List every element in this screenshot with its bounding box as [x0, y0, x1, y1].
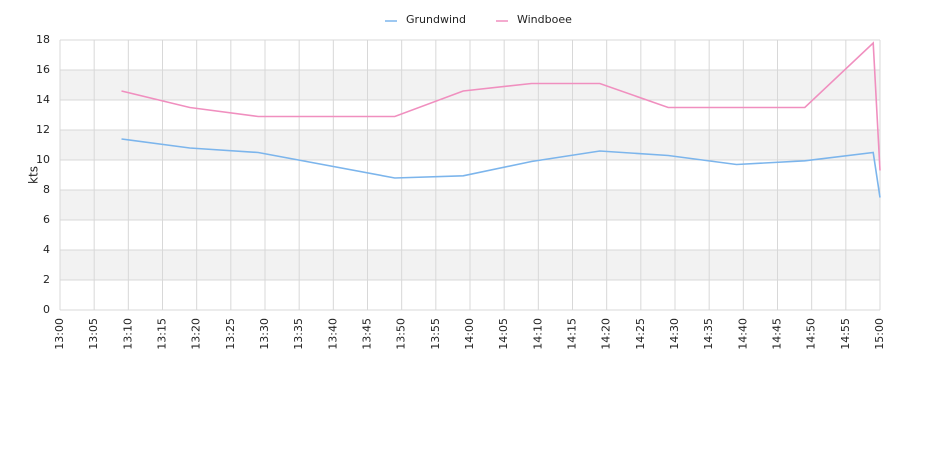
y-tick-label: 4 [43, 243, 50, 256]
x-tick-label: 14:50 [805, 318, 818, 350]
x-tick-label: 14:40 [736, 318, 749, 350]
x-tick-label: 13:50 [395, 318, 408, 350]
line [121, 138, 881, 198]
x-tick-label: 13:10 [121, 318, 134, 350]
x-tick-label: 15:00 [873, 318, 886, 350]
x-tick-label: 14:15 [566, 318, 579, 350]
x-tick-label: 14:05 [497, 318, 510, 350]
y-tick-label: 8 [43, 183, 50, 196]
y-tick-label: 0 [43, 303, 50, 316]
x-tick-label: 13:25 [224, 318, 237, 350]
x-tick-label: 13:45 [361, 318, 374, 350]
y-axis-label: kts [27, 166, 41, 184]
y-tick-label: 12 [36, 123, 50, 136]
x-tick-label: 13:00 [53, 318, 66, 350]
y-tick-label: 2 [43, 273, 50, 286]
x-tick-label: 14:55 [839, 318, 852, 350]
x-tick-label: 14:45 [771, 318, 784, 350]
x-tick-label: 14:20 [600, 318, 613, 350]
y-tick-label: 6 [43, 213, 50, 226]
y-tick-label: 18 [36, 33, 50, 46]
legend-label: Windboee [517, 13, 572, 26]
legend-label: Grundwind [406, 13, 466, 26]
x-tick-label: 13:40 [326, 318, 339, 350]
x-tick-label: 13:20 [190, 318, 203, 350]
x-tick-label: 14:35 [702, 318, 715, 350]
x-tick-label: 14:00 [463, 318, 476, 350]
line [121, 41, 881, 171]
x-tick-label: 13:55 [429, 318, 442, 350]
x-tick-label: 13:35 [292, 318, 305, 350]
x-tick-label: 13:15 [156, 318, 169, 350]
y-tick-label: 14 [36, 93, 50, 106]
y-tick-label: 10 [36, 153, 50, 166]
y-tick-label: 16 [36, 63, 50, 76]
x-tick-label: 14:10 [531, 318, 544, 350]
x-tick-label: 13:30 [258, 318, 271, 350]
x-tick-label: 14:25 [634, 318, 647, 350]
x-tick-label: 14:30 [668, 318, 681, 350]
x-tick-label: 13:05 [87, 318, 100, 350]
